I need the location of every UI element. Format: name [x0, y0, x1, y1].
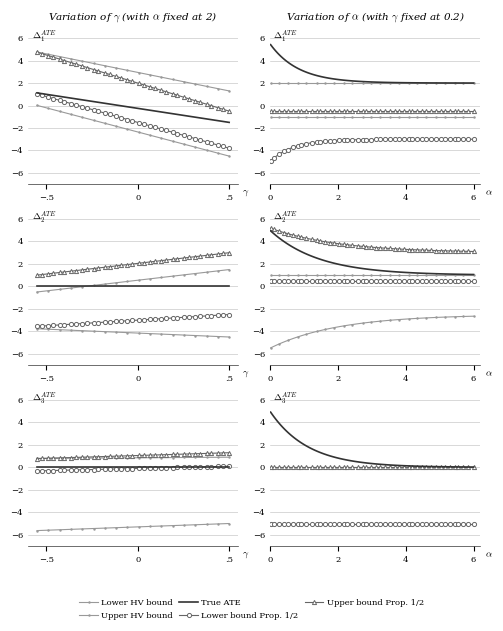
Text: $\Delta_3^{ATE}$: $\Delta_3^{ATE}$ [273, 391, 298, 407]
Text: $\Delta_3^{ATE}$: $\Delta_3^{ATE}$ [32, 391, 56, 407]
Legend: Lower HV bound, Upper HV bound, True ATE, Lower bound Prop. 1/2, Upper bound Pro: Lower HV bound, Upper HV bound, True ATE… [75, 595, 428, 623]
Text: $\alpha$: $\alpha$ [485, 550, 493, 560]
Title: Variation of $\gamma$ (with $\alpha$ fixed at 2): Variation of $\gamma$ (with $\alpha$ fix… [48, 11, 218, 25]
Text: $\gamma$: $\gamma$ [242, 188, 249, 198]
Text: $\Delta_2^{ATE}$: $\Delta_2^{ATE}$ [32, 210, 56, 226]
Text: $\gamma$: $\gamma$ [242, 550, 249, 560]
Text: $\Delta_2^{ATE}$: $\Delta_2^{ATE}$ [273, 210, 298, 226]
Text: $\Delta_1^{ATE}$: $\Delta_1^{ATE}$ [32, 29, 56, 45]
Text: $\gamma$: $\gamma$ [242, 369, 249, 379]
Text: $\Delta_1^{ATE}$: $\Delta_1^{ATE}$ [273, 29, 298, 45]
Text: $\alpha$: $\alpha$ [485, 370, 493, 379]
Title: Variation of $\alpha$ (with $\gamma$ fixed at 0.2): Variation of $\alpha$ (with $\gamma$ fix… [286, 11, 465, 25]
Text: $\alpha$: $\alpha$ [485, 189, 493, 198]
